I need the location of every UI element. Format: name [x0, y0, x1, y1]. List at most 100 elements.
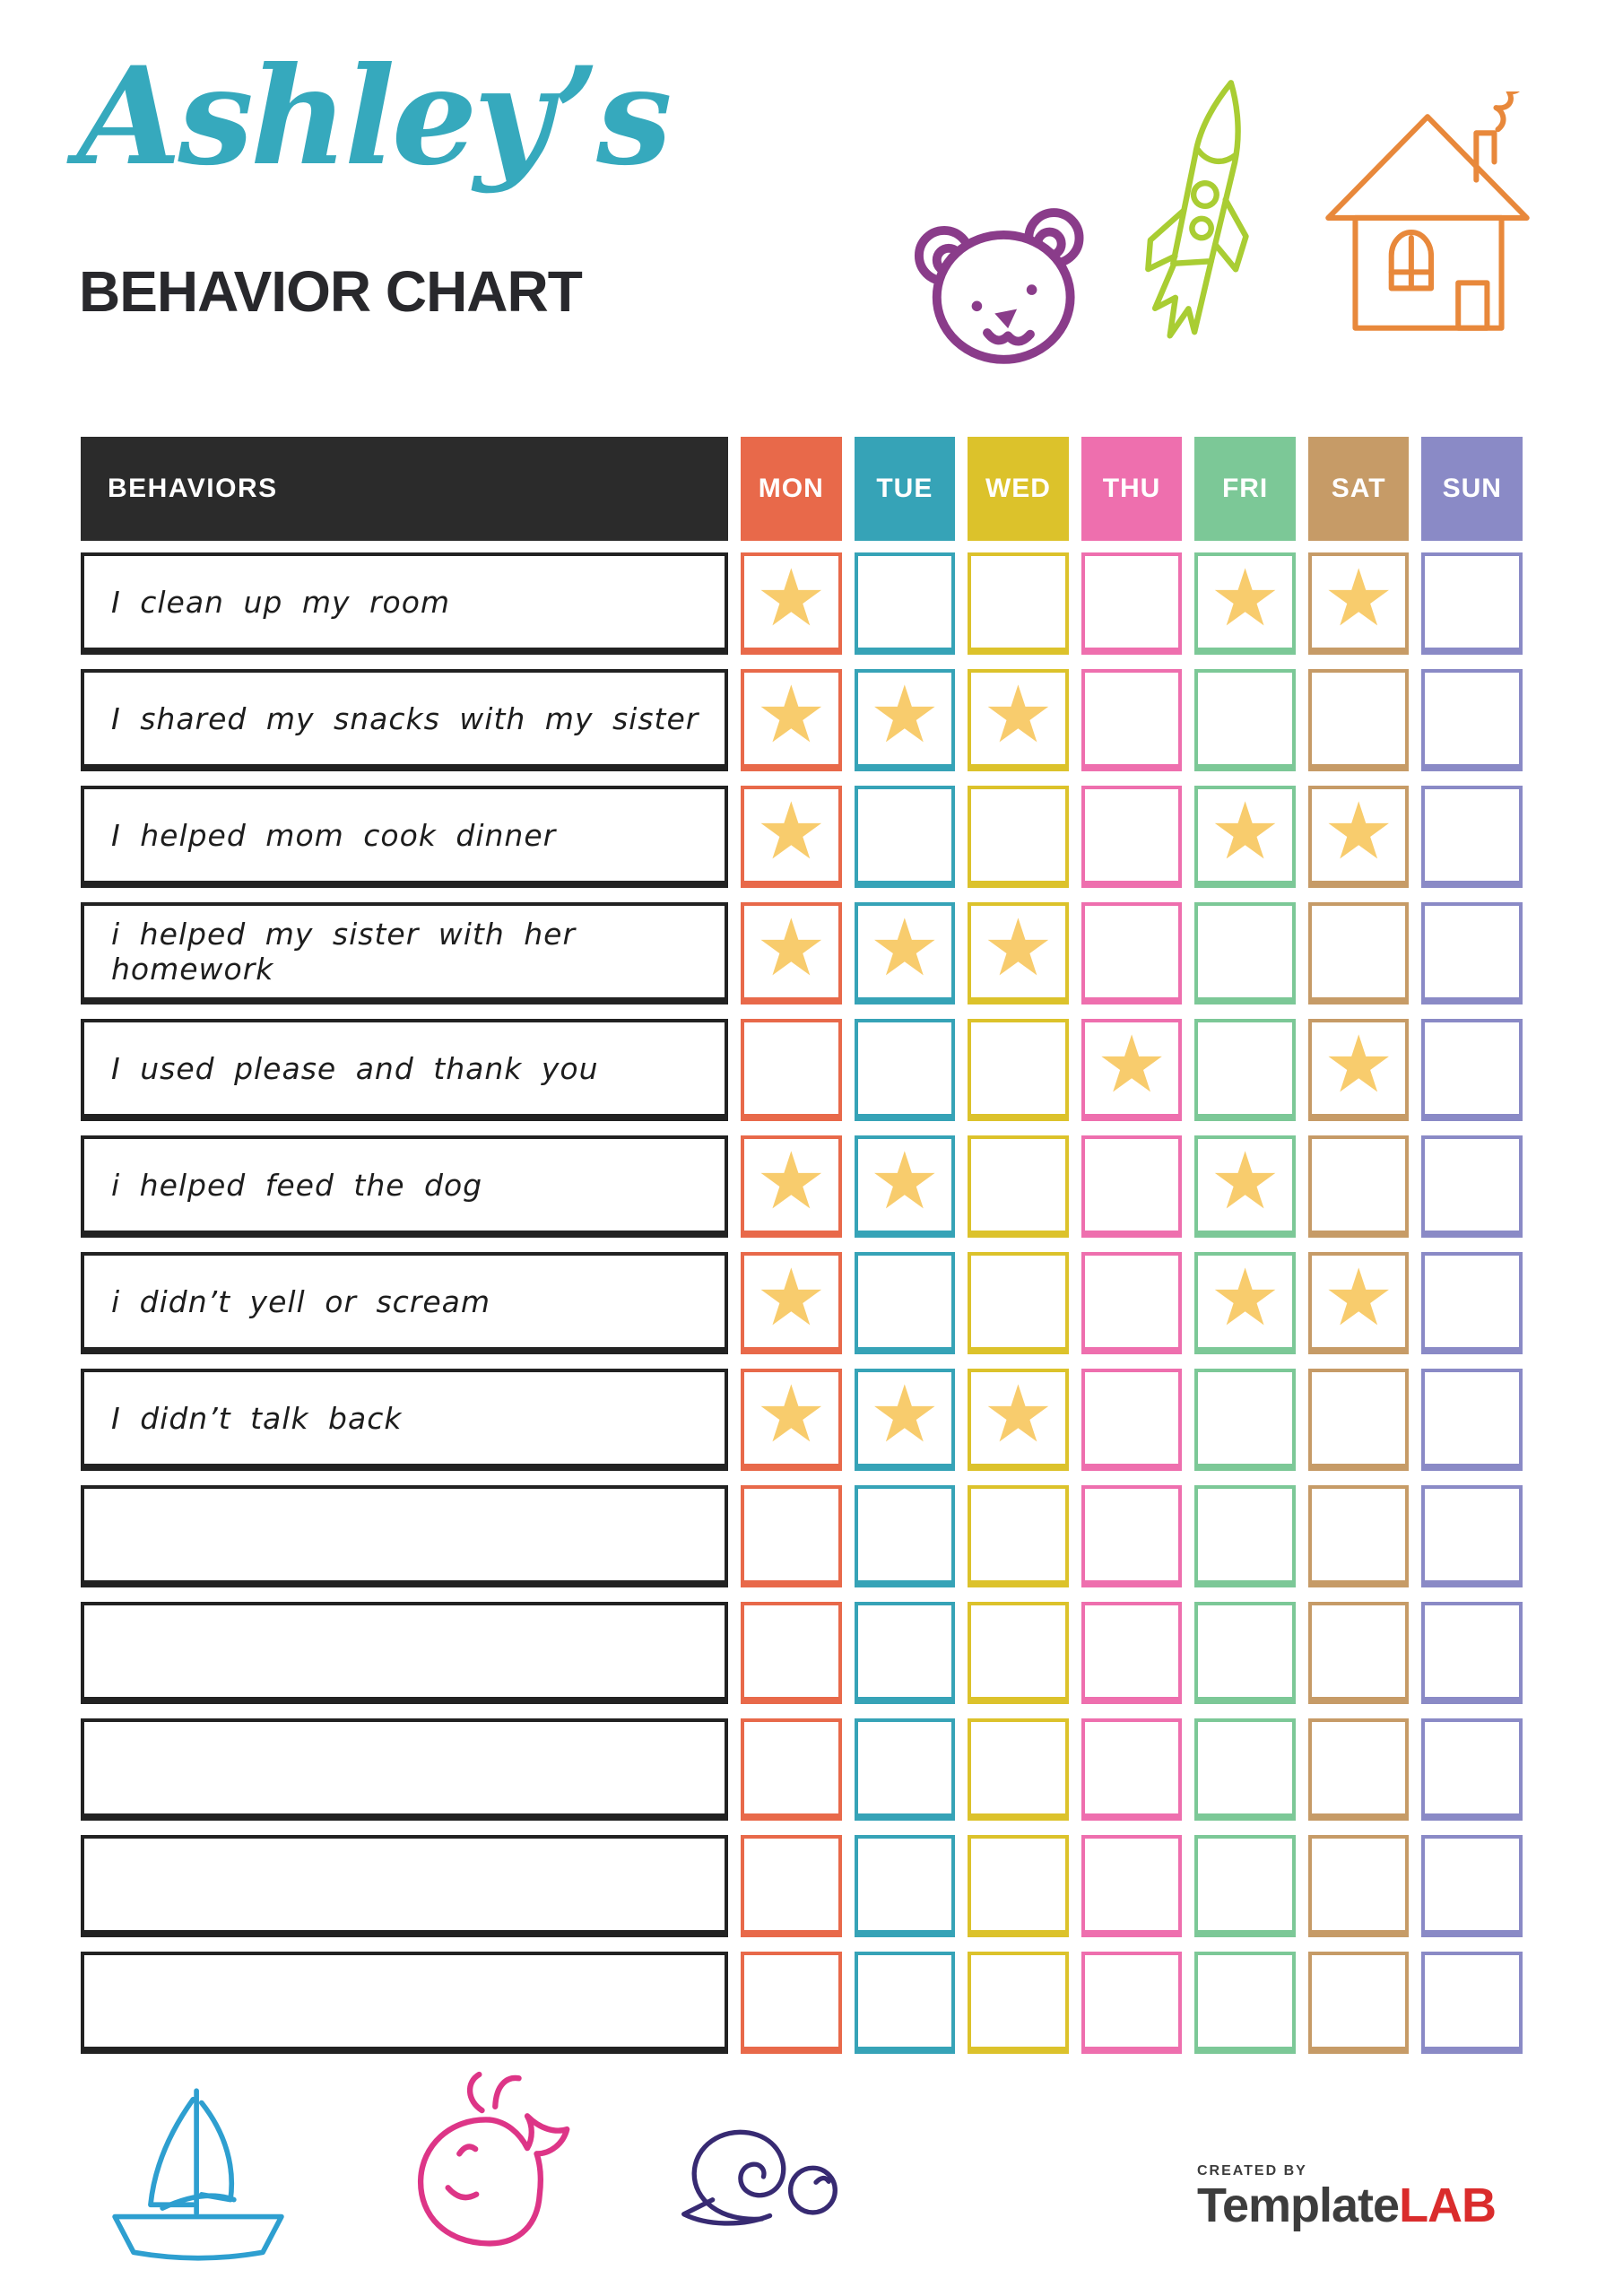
cell-2-fri[interactable] — [1194, 669, 1296, 771]
cell-6-fri[interactable]: ★ — [1194, 1135, 1296, 1238]
cell-6-tue[interactable]: ★ — [854, 1135, 956, 1238]
cell-13-wed[interactable] — [968, 1952, 1069, 2054]
cell-12-sun[interactable] — [1421, 1835, 1523, 1937]
row-cells: ★ ★ ★ — [741, 1135, 1523, 1238]
cell-9-thu[interactable] — [1081, 1485, 1183, 1587]
behavior-label: i helped feed the dog — [81, 1135, 728, 1238]
cell-1-sat[interactable]: ★ — [1307, 552, 1410, 655]
star-icon: ★ — [983, 1368, 1054, 1460]
cell-13-thu[interactable] — [1081, 1952, 1183, 2054]
cell-11-sun[interactable] — [1421, 1718, 1523, 1821]
cell-1-sun[interactable] — [1421, 552, 1523, 655]
cell-11-wed[interactable] — [968, 1718, 1069, 1821]
cell-6-wed[interactable] — [968, 1135, 1069, 1238]
cell-10-fri[interactable] — [1194, 1602, 1296, 1704]
cell-7-sun[interactable] — [1421, 1252, 1523, 1354]
cell-3-thu[interactable] — [1081, 786, 1183, 888]
cell-6-sun[interactable] — [1421, 1135, 1523, 1238]
cell-2-wed[interactable]: ★ — [968, 669, 1069, 771]
cell-13-sat[interactable] — [1307, 1952, 1410, 2054]
cell-12-fri[interactable] — [1194, 1835, 1296, 1937]
cell-3-tue[interactable] — [854, 786, 956, 888]
cell-9-sun[interactable] — [1421, 1485, 1523, 1587]
cell-4-wed[interactable]: ★ — [968, 902, 1069, 1004]
cell-5-tue[interactable] — [854, 1019, 956, 1121]
cell-12-wed[interactable] — [968, 1835, 1069, 1937]
cell-8-sat[interactable] — [1307, 1369, 1410, 1471]
cell-5-sat[interactable]: ★ — [1307, 1019, 1410, 1121]
cell-5-fri[interactable] — [1194, 1019, 1296, 1121]
cell-10-sat[interactable] — [1307, 1602, 1410, 1704]
cell-7-sat[interactable]: ★ — [1307, 1252, 1410, 1354]
behavior-label: I helped mom cook dinner — [81, 786, 728, 888]
cell-8-wed[interactable]: ★ — [968, 1369, 1069, 1471]
cell-3-sun[interactable] — [1421, 786, 1523, 888]
cell-3-mon[interactable]: ★ — [741, 786, 842, 888]
cell-12-mon[interactable] — [741, 1835, 842, 1937]
cell-2-sat[interactable] — [1307, 669, 1410, 771]
cell-10-thu[interactable] — [1081, 1602, 1183, 1704]
cell-8-tue[interactable]: ★ — [854, 1369, 956, 1471]
cell-11-mon[interactable] — [741, 1718, 842, 1821]
table-row: I helped mom cook dinner ★ ★ ★ — [81, 786, 1523, 888]
snail-icon — [681, 2129, 838, 2226]
cell-12-tue[interactable] — [854, 1835, 956, 1937]
cell-7-mon[interactable]: ★ — [741, 1252, 842, 1354]
cell-10-sun[interactable] — [1421, 1602, 1523, 1704]
cell-10-wed[interactable] — [968, 1602, 1069, 1704]
cell-9-mon[interactable] — [741, 1485, 842, 1587]
cell-9-sat[interactable] — [1307, 1485, 1410, 1587]
table-row — [81, 1835, 1523, 1937]
cell-2-thu[interactable] — [1081, 669, 1183, 771]
cell-8-mon[interactable]: ★ — [741, 1369, 842, 1471]
cell-7-fri[interactable]: ★ — [1194, 1252, 1296, 1354]
cell-5-wed[interactable] — [968, 1019, 1069, 1121]
cell-4-tue[interactable]: ★ — [854, 902, 956, 1004]
cell-6-mon[interactable]: ★ — [741, 1135, 842, 1238]
cell-12-sat[interactable] — [1307, 1835, 1410, 1937]
cell-2-mon[interactable]: ★ — [741, 669, 842, 771]
cell-1-wed[interactable] — [968, 552, 1069, 655]
cell-13-sun[interactable] — [1421, 1952, 1523, 2054]
cell-11-thu[interactable] — [1081, 1718, 1183, 1821]
cell-1-thu[interactable] — [1081, 552, 1183, 655]
cell-5-mon[interactable] — [741, 1019, 842, 1121]
cell-5-thu[interactable]: ★ — [1081, 1019, 1183, 1121]
cell-4-sun[interactable] — [1421, 902, 1523, 1004]
cell-4-sat[interactable] — [1307, 902, 1410, 1004]
cell-8-fri[interactable] — [1194, 1369, 1296, 1471]
cell-7-thu[interactable] — [1081, 1252, 1183, 1354]
cell-4-mon[interactable]: ★ — [741, 902, 842, 1004]
cell-11-sat[interactable] — [1307, 1718, 1410, 1821]
cell-9-tue[interactable] — [854, 1485, 956, 1587]
cell-11-fri[interactable] — [1194, 1718, 1296, 1821]
cell-8-sun[interactable] — [1421, 1369, 1523, 1471]
cell-9-fri[interactable] — [1194, 1485, 1296, 1587]
cell-7-tue[interactable] — [854, 1252, 956, 1354]
cell-13-mon[interactable] — [741, 1952, 842, 2054]
cell-10-tue[interactable] — [854, 1602, 956, 1704]
cell-13-fri[interactable] — [1194, 1952, 1296, 2054]
cell-3-sat[interactable]: ★ — [1307, 786, 1410, 888]
cell-4-thu[interactable] — [1081, 902, 1183, 1004]
cell-1-tue[interactable] — [854, 552, 956, 655]
cell-3-wed[interactable] — [968, 786, 1069, 888]
cell-11-tue[interactable] — [854, 1718, 956, 1821]
cell-2-sun[interactable] — [1421, 669, 1523, 771]
cell-8-thu[interactable] — [1081, 1369, 1183, 1471]
cell-2-tue[interactable]: ★ — [854, 669, 956, 771]
cell-12-thu[interactable] — [1081, 1835, 1183, 1937]
brand-template: Template — [1197, 2179, 1400, 2232]
cell-1-fri[interactable]: ★ — [1194, 552, 1296, 655]
cell-9-wed[interactable] — [968, 1485, 1069, 1587]
table-row: I shared my snacks with my sister ★ ★ ★ — [81, 669, 1523, 771]
cell-5-sun[interactable] — [1421, 1019, 1523, 1121]
cell-7-wed[interactable] — [968, 1252, 1069, 1354]
cell-6-sat[interactable] — [1307, 1135, 1410, 1238]
cell-4-fri[interactable] — [1194, 902, 1296, 1004]
cell-13-tue[interactable] — [854, 1952, 956, 2054]
cell-1-mon[interactable]: ★ — [741, 552, 842, 655]
cell-6-thu[interactable] — [1081, 1135, 1183, 1238]
cell-3-fri[interactable]: ★ — [1194, 786, 1296, 888]
cell-10-mon[interactable] — [741, 1602, 842, 1704]
